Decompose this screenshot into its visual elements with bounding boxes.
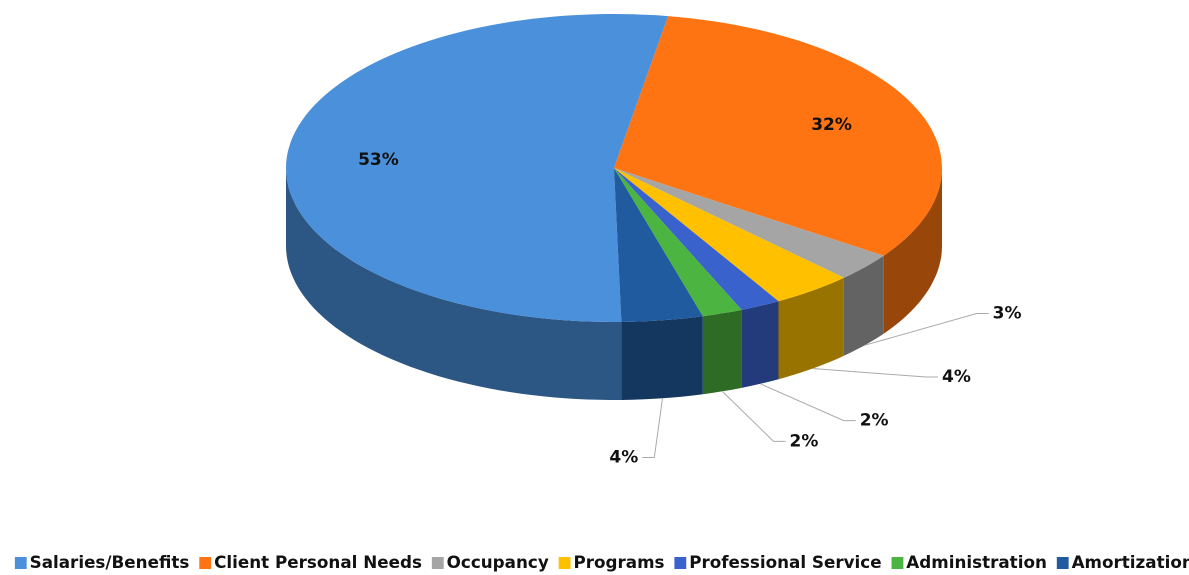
- legend-label: Client Personal Needs: [214, 552, 422, 572]
- legend-swatch: [1056, 557, 1069, 569]
- slice: [614, 168, 742, 317]
- data-label: 2%: [860, 411, 889, 431]
- leader-line: [812, 368, 939, 378]
- data-label: 53%: [358, 150, 399, 170]
- slice: [614, 168, 703, 322]
- data-label: 4%: [609, 447, 638, 467]
- labels: 53% 32% 3% 4% 2% 2% 4%: [358, 115, 1021, 468]
- legend: Salaries/Benefits Client Personal Needs Oc…: [14, 552, 1189, 572]
- slice: [614, 16, 942, 256]
- leader-line: [864, 313, 989, 346]
- legend-swatch: [558, 557, 571, 569]
- tops: [286, 14, 942, 322]
- slice-side: [286, 168, 622, 400]
- legend-swatch: [891, 557, 904, 569]
- legend-swatch: [14, 557, 27, 569]
- leader-line: [642, 398, 663, 458]
- slice: [614, 168, 884, 278]
- slice: [614, 168, 779, 310]
- slice-side: [621, 316, 703, 400]
- data-label: 4%: [942, 367, 971, 387]
- data-label: 2%: [790, 431, 819, 451]
- data-label: 3%: [993, 304, 1022, 324]
- slice-side: [702, 309, 742, 395]
- legend-swatch: [431, 557, 444, 569]
- slice-side: [778, 277, 844, 380]
- legend-label: Programs: [573, 552, 664, 572]
- legend-swatch: [674, 557, 687, 569]
- data-label: 32%: [811, 115, 852, 135]
- legend-label: Occupancy: [447, 552, 549, 572]
- legend-label: Administration: [906, 552, 1047, 572]
- leader-line: [722, 390, 786, 442]
- walls: [286, 168, 942, 400]
- slice-side: [741, 301, 779, 388]
- legend-label: Professional Service: [689, 552, 881, 572]
- slice-side: [883, 168, 942, 334]
- slice-side: [843, 255, 884, 356]
- legend-label: Salaries/Benefits: [30, 552, 190, 572]
- slice: [286, 14, 669, 322]
- slice: [614, 168, 844, 302]
- leader-line: [760, 383, 856, 422]
- legend-swatch: [199, 557, 212, 569]
- legend-label: Amortization: [1072, 552, 1189, 572]
